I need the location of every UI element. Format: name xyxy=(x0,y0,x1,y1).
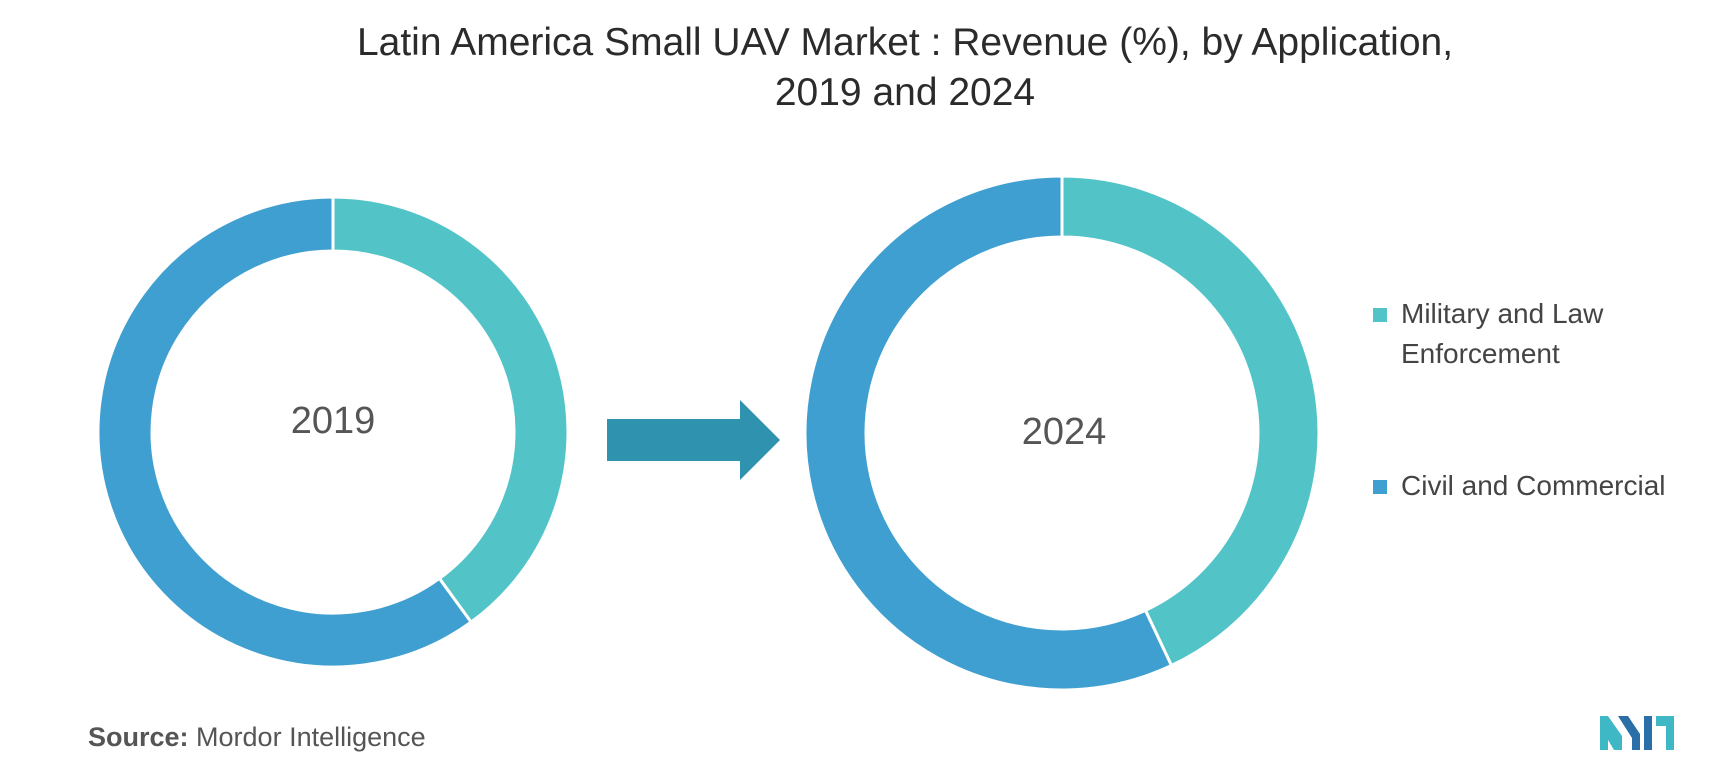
donut-slice-2024-military xyxy=(1060,174,1321,668)
donut-chart-2024 xyxy=(803,174,1321,692)
source-label: Source: xyxy=(88,722,189,752)
donut-slice-2019-military xyxy=(331,195,570,625)
arrow-right-icon xyxy=(607,400,780,480)
legend-label-civil: Civil and Commercial xyxy=(1401,470,1666,501)
donut-slice-2024-civil xyxy=(803,174,1174,692)
legend-swatch-civil xyxy=(1373,480,1387,494)
center-label-2019: 2019 xyxy=(291,400,376,442)
chart-title: Latin America Small UAV Market : Revenue… xyxy=(0,18,1733,118)
chart-title-line1: Latin America Small UAV Market : Revenue… xyxy=(356,21,1454,64)
legend-label-military: Military and Law Enforcement xyxy=(1401,294,1603,374)
donut-chart-2019 xyxy=(96,195,570,669)
source-text: Mordor Intelligence xyxy=(196,722,426,752)
legend-swatch-military xyxy=(1373,308,1387,322)
legend-label-military-line1: Military and Law xyxy=(1401,298,1604,329)
donut-slice-2019-civil xyxy=(96,195,474,669)
chart-title-line2: 2019 and 2024 xyxy=(774,71,1036,114)
center-label-2024: 2024 xyxy=(1022,411,1107,453)
legend-label-military-line2: Enforcement xyxy=(1401,338,1560,369)
mordor-intelligence-logo-icon xyxy=(1600,716,1674,750)
source-note: Source: Mordor Intelligence xyxy=(88,722,426,753)
